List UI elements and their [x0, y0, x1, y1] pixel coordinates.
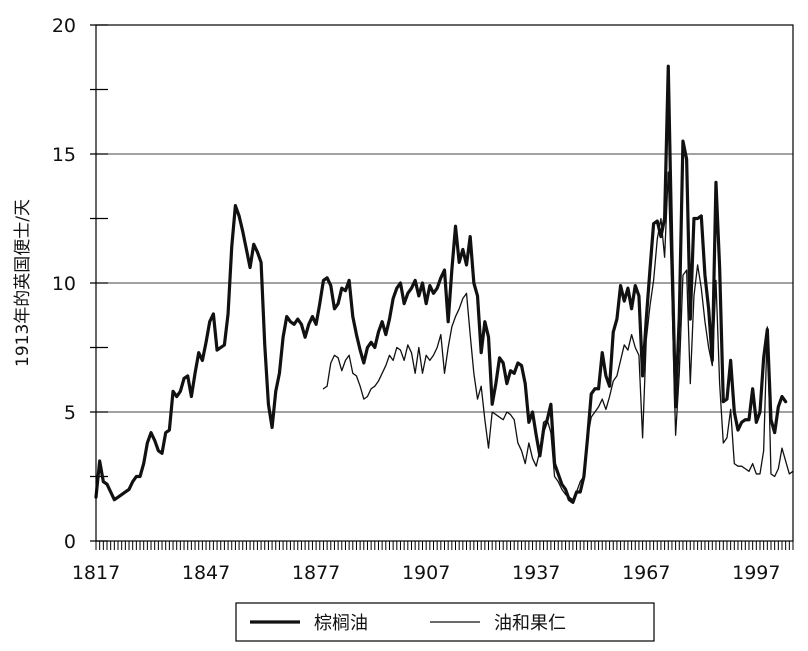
x-tick-label-1967: 1967	[622, 562, 670, 584]
y-axis-label: 1913年的英国便士/天	[13, 199, 33, 367]
series-line-oil-and-kernels	[322, 171, 794, 501]
series-layer	[94, 64, 794, 504]
x-tick-label-1877: 1877	[292, 562, 340, 584]
x-tick-label-1937: 1937	[512, 562, 560, 584]
y-tick-label-10: 10	[52, 273, 76, 295]
x-tick-label-1817: 1817	[72, 562, 120, 584]
legend-label-oil-and-kernels: 油和果仁	[494, 613, 566, 634]
plot-frame	[95, 24, 794, 542]
x-tick-label-1847: 1847	[182, 562, 230, 584]
x-tick-label-1907: 1907	[402, 562, 450, 584]
axis-ticks	[90, 24, 794, 550]
y-tick-label-15: 15	[52, 144, 76, 166]
series-line-palm-oil	[94, 64, 788, 504]
legend: 棕榈油 油和果仁	[235, 602, 655, 642]
y-tick-label-0: 0	[64, 531, 76, 553]
legend-label-palm-oil: 棕榈油	[314, 613, 368, 634]
y-tick-label-20: 20	[52, 15, 76, 37]
tick-labels: 1817 1847 1877 1907 1937 1967 1997 0 5 10 15 20	[52, 15, 781, 584]
y-tick-label-5: 5	[64, 402, 76, 424]
x-tick-label-1997: 1997	[732, 562, 780, 584]
